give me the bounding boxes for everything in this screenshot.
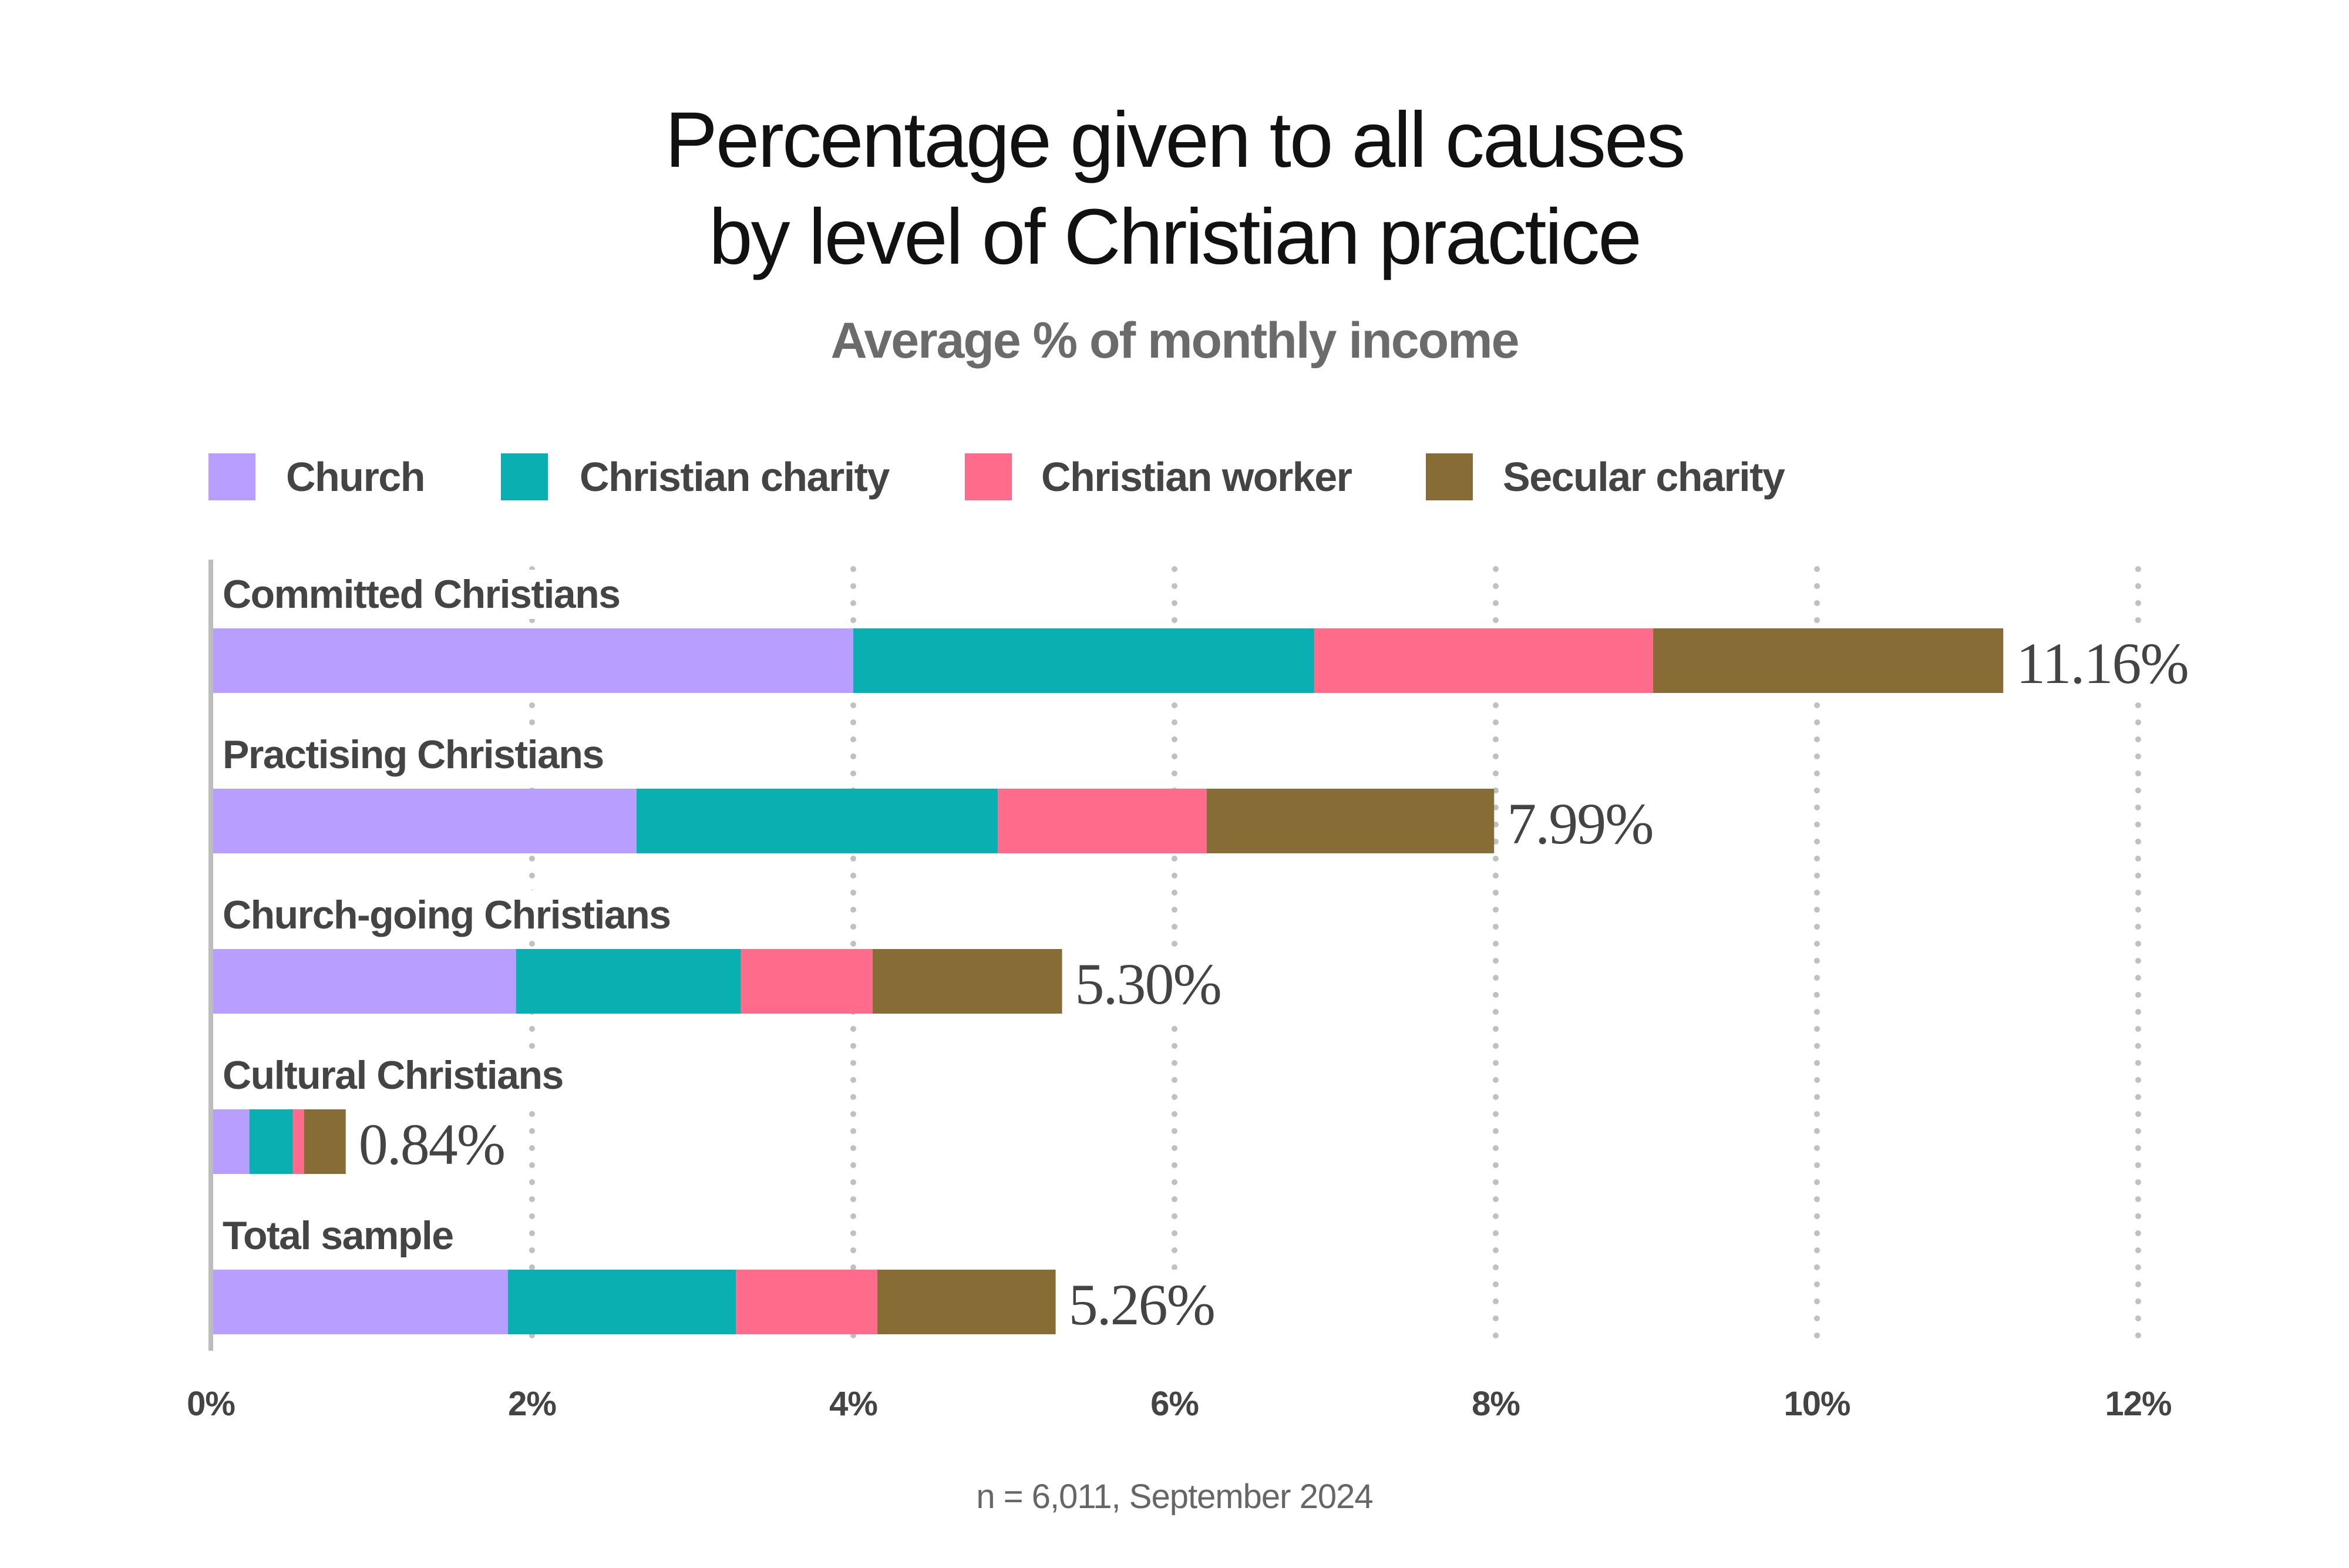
bar-row-practising-christians <box>213 789 1495 853</box>
label-background <box>351 1109 512 1179</box>
legend-label-secular-charity: Secular charity <box>1503 454 1785 500</box>
x-axis-tick-labels: 0% 2% 4% 6% 8% 10% 12% <box>187 1385 2172 1423</box>
footnote: n = 6,011, September 2024 <box>976 1478 1372 1516</box>
total-value-label: 0.84% <box>359 1112 504 1177</box>
legend-swatch-christian-worker <box>965 453 1012 500</box>
legend-item-christian-worker: Christian worker <box>965 453 1353 500</box>
bar-segment-christian-charity <box>853 628 1314 693</box>
x-tick-label: 6% <box>1150 1385 1199 1423</box>
total-value-label: 5.30% <box>1075 951 1221 1017</box>
total-value-label: 11.16% <box>2016 631 2188 696</box>
bar-segment-christian-charity <box>636 789 998 853</box>
category-label: Total sample <box>223 1213 453 1258</box>
bar-row-cultural-christians <box>213 1109 346 1174</box>
bar-segment-christian-charity <box>249 1109 293 1174</box>
chart-title-line-1: Percentage given to all causes <box>665 96 1684 184</box>
bar-segment-christian-worker <box>1314 628 1654 693</box>
bar-segment-christian-worker <box>998 789 1207 853</box>
bar-segment-christian-worker <box>736 1270 878 1334</box>
total-value-label: 7.99% <box>1507 791 1653 856</box>
label-background <box>216 890 678 940</box>
label-background <box>1061 1270 1221 1340</box>
label-background <box>1068 949 1228 1019</box>
category-label: Cultural Christians <box>223 1053 563 1098</box>
legend-swatch-secular-charity <box>1426 453 1473 500</box>
label-background <box>216 1211 460 1260</box>
chart-title-line-2: by level of Christian practice <box>709 193 1640 281</box>
label-background <box>216 570 627 619</box>
bar-segment-church <box>213 1270 508 1334</box>
bars <box>213 628 2004 1334</box>
bar-segment-secular-charity <box>1653 628 2004 693</box>
x-tick-label: 0% <box>187 1385 235 1423</box>
bar-segment-church <box>213 1109 250 1174</box>
value-labels: 11.16% 7.99% 5.30% 0.84% 5.26% <box>351 628 2195 1340</box>
bar-segment-secular-charity <box>304 1109 346 1174</box>
bar-segment-church <box>213 789 637 853</box>
bar-segment-secular-charity <box>1206 789 1495 853</box>
bar-segment-christian-charity <box>507 1270 736 1334</box>
bar-row-total-sample <box>213 1270 1056 1334</box>
x-tick-label: 8% <box>1472 1385 1520 1423</box>
legend-swatch-church <box>208 453 255 500</box>
legend-item-church: Church <box>208 453 426 500</box>
bar-segment-church <box>213 628 853 693</box>
y-axis-line <box>208 560 213 1351</box>
label-background <box>216 1051 570 1100</box>
x-tick-label: 12% <box>2105 1385 2172 1423</box>
legend-label-christian-worker: Christian worker <box>1041 454 1352 500</box>
x-tick-label: 10% <box>1783 1385 1850 1423</box>
bar-segment-christian-worker <box>741 949 873 1014</box>
label-background <box>1500 789 1660 859</box>
bar-row-church-going-christians <box>213 949 1062 1014</box>
legend-label-church: Church <box>286 454 425 500</box>
bar-segment-christian-worker <box>292 1109 304 1174</box>
bar-segment-christian-charity <box>516 949 741 1014</box>
category-labels: Committed Christians Practising Christian… <box>216 570 678 1260</box>
x-tick-label: 2% <box>508 1385 556 1423</box>
total-value-label: 5.26% <box>1069 1272 1214 1337</box>
bar-segment-secular-charity <box>877 1270 1056 1334</box>
legend: Church Christian charity Christian worke… <box>208 453 1786 500</box>
category-label: Practising Christians <box>223 732 604 777</box>
category-label: Committed Christians <box>223 572 620 617</box>
legend-item-secular-charity: Secular charity <box>1426 453 1786 500</box>
legend-swatch-christian-charity <box>501 453 548 500</box>
legend-item-christian-charity: Christian charity <box>501 453 891 500</box>
x-tick-label: 4% <box>829 1385 877 1423</box>
legend-label-christian-charity: Christian charity <box>580 454 890 500</box>
label-background <box>216 730 611 779</box>
bar-segment-church <box>213 949 516 1014</box>
bar-row-committed-christians <box>213 628 2004 693</box>
category-label: Church-going Christians <box>223 893 671 937</box>
label-background <box>2009 628 2195 698</box>
bar-segment-secular-charity <box>872 949 1062 1014</box>
chart-subtitle: Average % of monthly income <box>831 312 1519 369</box>
